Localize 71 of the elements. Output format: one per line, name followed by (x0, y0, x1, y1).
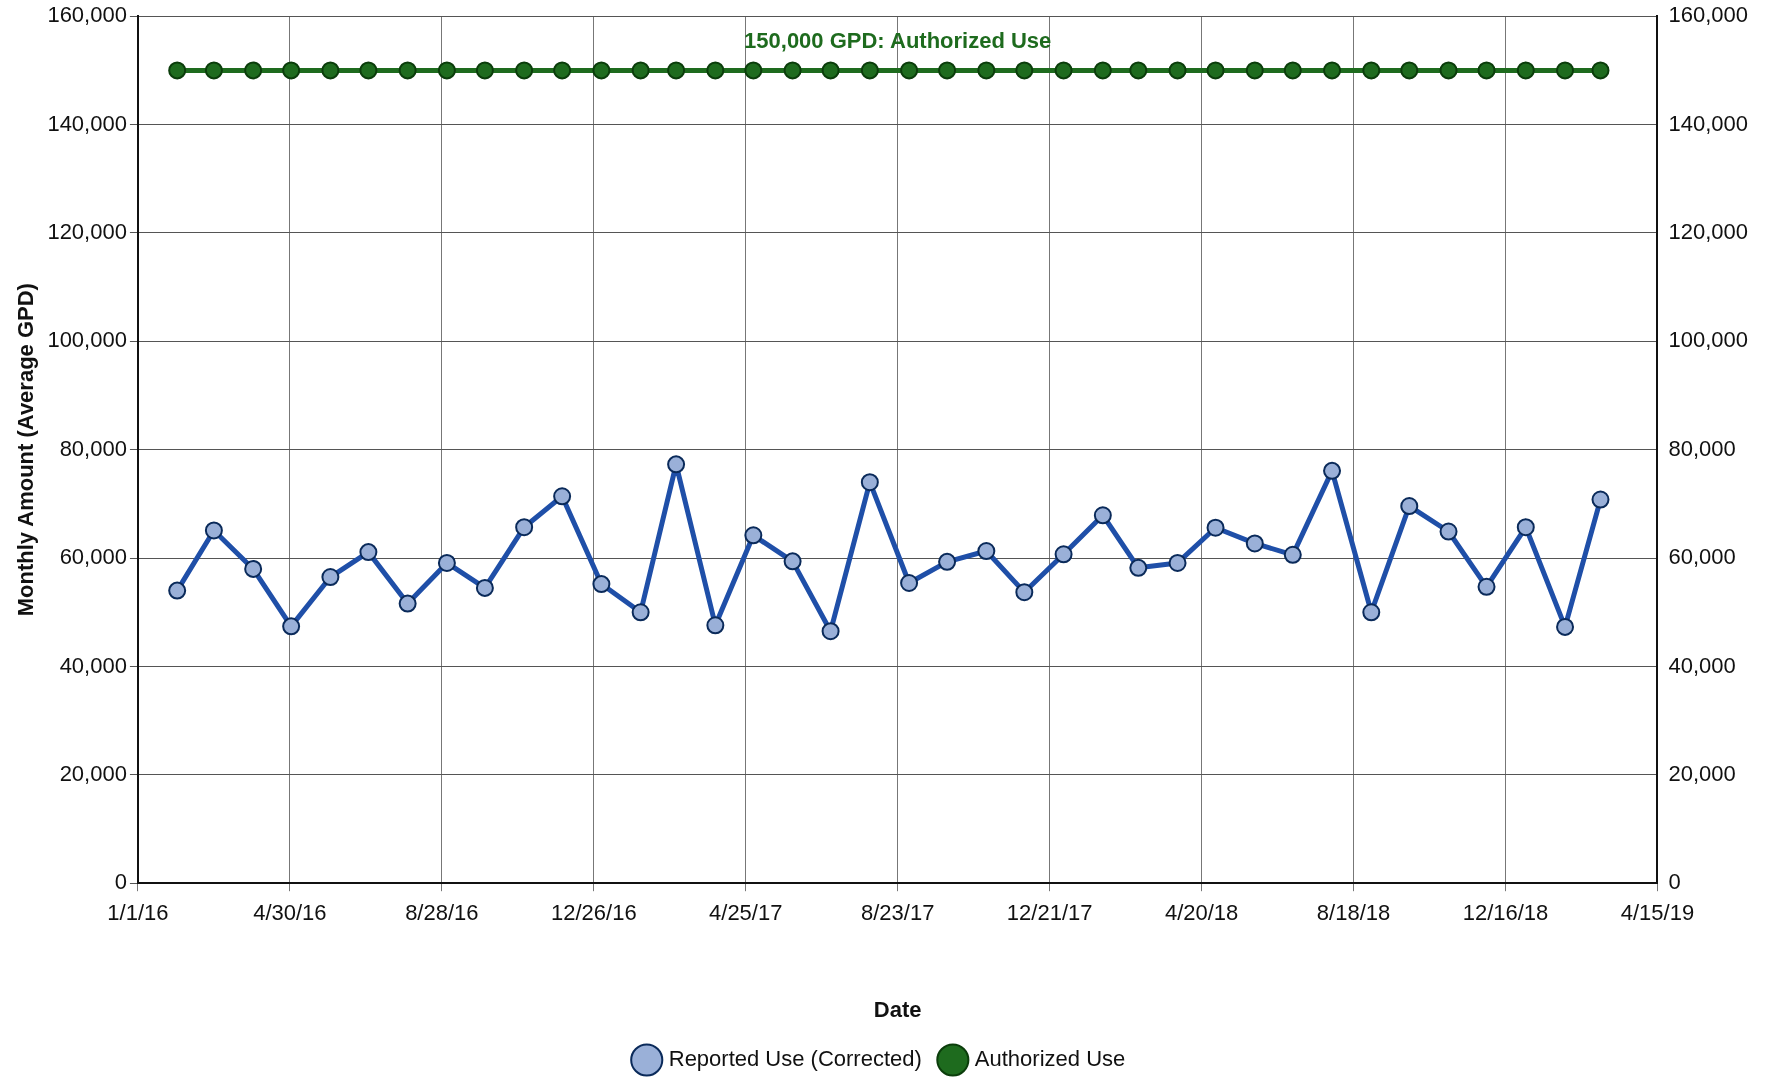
point (1400, 61, 1419, 80)
y2-tick-label: 80,000 (1668, 435, 1736, 461)
point (1168, 61, 1187, 80)
y-tick-label: 140,000 (47, 110, 127, 136)
point (204, 61, 223, 80)
point (1591, 61, 1610, 80)
y2-tick-label: 140,000 (1668, 110, 1749, 136)
point (398, 61, 417, 80)
y2-tick-label: 40,000 (1668, 652, 1736, 678)
point (667, 61, 686, 80)
point (744, 61, 763, 80)
point (1206, 61, 1225, 80)
y-tick-label: 20,000 (59, 760, 127, 786)
point (1516, 61, 1535, 80)
y2-tick-label: 0 (1668, 869, 1681, 895)
point (282, 61, 301, 80)
y2-tick-label: 60,000 (1668, 544, 1736, 570)
x-tick-label: 8/23/17 (861, 900, 935, 926)
x-tick-label: 1/1/16 (107, 900, 169, 926)
point (783, 61, 802, 80)
x-tick-label: 12/16/18 (1462, 900, 1549, 926)
point (437, 61, 456, 80)
point (1362, 61, 1381, 80)
x-axis-title: Date (873, 996, 922, 1022)
point (168, 61, 187, 80)
legend-label: Reported Use (Corrected) (668, 1046, 922, 1072)
y2-tick-label: 120,000 (1668, 219, 1749, 245)
point (1477, 61, 1496, 80)
x-tick-label: 12/26/16 (550, 900, 637, 926)
y-tick-label: 0 (114, 869, 127, 895)
point (1323, 61, 1342, 80)
y-tick-label: 80,000 (59, 435, 127, 461)
point (1015, 61, 1034, 80)
y2-tick-label: 20,000 (1668, 760, 1736, 786)
point (938, 61, 957, 80)
x-tick-label: 12/21/17 (1006, 900, 1093, 926)
point (244, 61, 263, 80)
point (475, 61, 494, 80)
x-tick-label: 4/20/18 (1164, 900, 1239, 926)
point (1245, 61, 1264, 80)
point (1093, 61, 1112, 80)
point (359, 61, 378, 80)
y-axis-title: Monthly Amount (Average GPD) (13, 283, 39, 617)
point (1054, 61, 1073, 80)
y2-tick-label: 160,000 (1668, 2, 1749, 28)
point (592, 61, 611, 80)
y2-tick-label: 100,000 (1668, 327, 1749, 353)
y-tick-label: 40,000 (59, 652, 127, 678)
y-tick-label: 160,000 (47, 2, 127, 28)
y-tick-label: 100,000 (47, 327, 127, 353)
point (706, 61, 725, 80)
x-tick-label: 4/30/16 (253, 900, 327, 926)
point (515, 61, 534, 80)
x-tick-label: 4/15/19 (1620, 900, 1695, 926)
legend-label: Authorized Use (974, 1046, 1126, 1072)
point (821, 61, 840, 80)
y-tick-label: 60,000 (59, 544, 127, 570)
point (1556, 61, 1575, 80)
point (631, 61, 650, 80)
point (900, 61, 919, 80)
x-tick-label: 8/18/18 (1316, 900, 1391, 926)
x-tick-label: 4/25/17 (709, 900, 783, 926)
y-tick-label: 120,000 (47, 219, 127, 245)
point (553, 61, 572, 80)
point (860, 61, 879, 80)
point (1129, 61, 1148, 80)
point (1283, 61, 1302, 80)
point (1439, 61, 1458, 80)
x-tick-label: 8/28/16 (405, 900, 479, 926)
point (977, 61, 996, 80)
point (321, 61, 340, 80)
